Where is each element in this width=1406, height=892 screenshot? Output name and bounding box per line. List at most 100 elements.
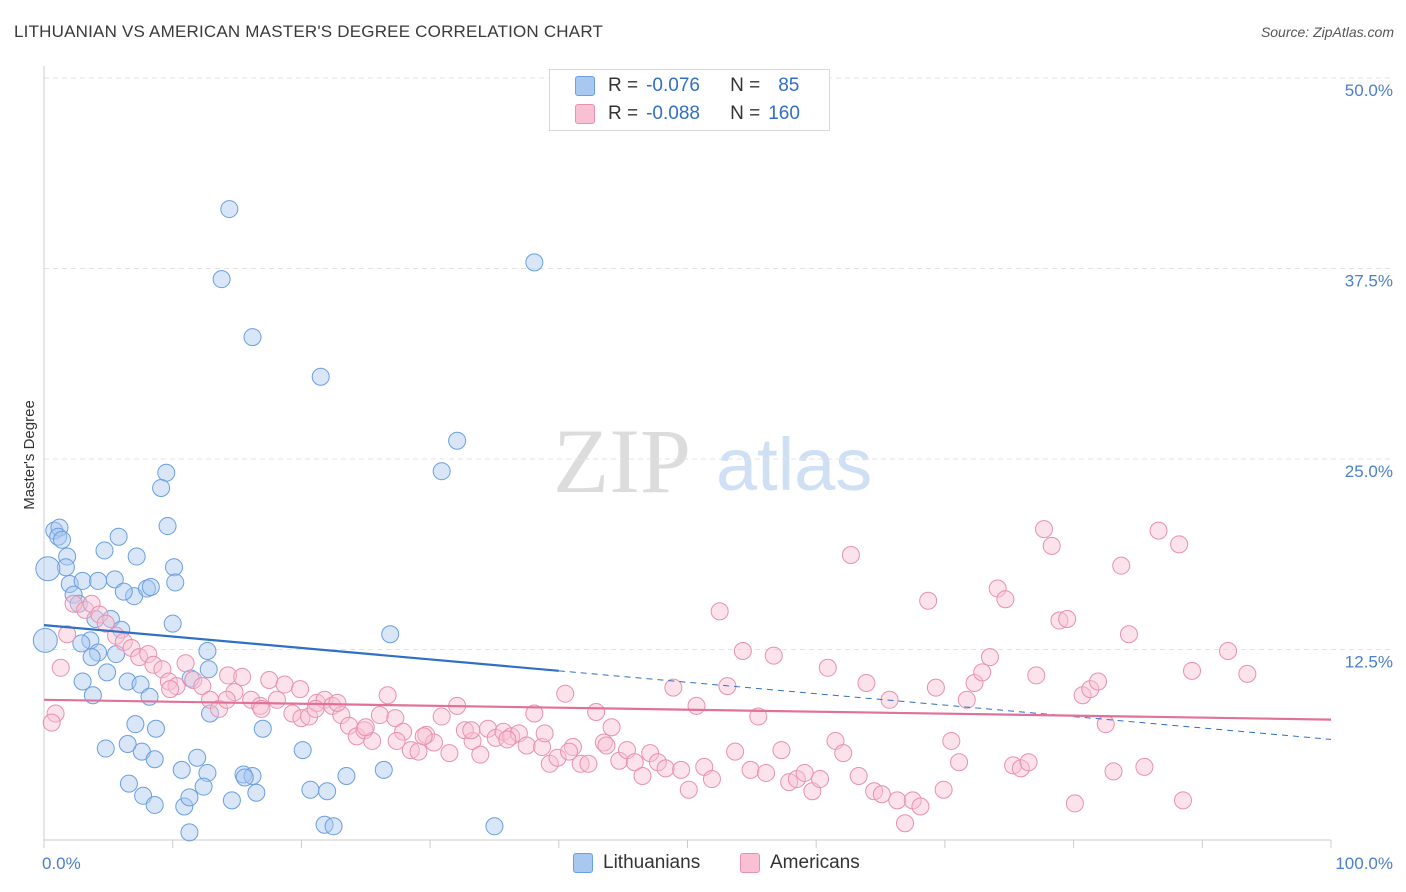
chart-title: LITHUANIAN VS AMERICAN MASTER'S DEGREE C… bbox=[14, 22, 604, 41]
lithuanian-point bbox=[381, 625, 400, 644]
american-point bbox=[517, 736, 536, 755]
american-point bbox=[42, 713, 61, 732]
american-point bbox=[498, 730, 517, 749]
american-point bbox=[980, 648, 999, 667]
lithuanian-point bbox=[301, 780, 320, 799]
american-point bbox=[184, 670, 203, 689]
american-point bbox=[471, 745, 490, 764]
american-point bbox=[749, 707, 768, 726]
y-tick-label: 37.5% bbox=[1345, 272, 1393, 291]
lithuanian-point bbox=[198, 763, 217, 782]
lithuanian-point bbox=[166, 573, 185, 592]
american-point bbox=[625, 753, 644, 772]
american-point bbox=[710, 602, 729, 621]
american-point bbox=[210, 699, 229, 718]
american-point bbox=[872, 785, 891, 804]
american-point bbox=[300, 707, 319, 726]
american-point bbox=[834, 744, 853, 763]
lithuanian-point bbox=[109, 527, 128, 546]
american-point bbox=[757, 763, 776, 782]
american-point bbox=[726, 742, 745, 761]
n-value: 85 bbox=[778, 75, 800, 96]
lithuanian-point bbox=[234, 765, 253, 784]
american-point bbox=[139, 645, 158, 664]
american-point bbox=[251, 696, 270, 715]
legend-item-americans: Americans bbox=[740, 852, 860, 874]
american-point bbox=[849, 766, 868, 785]
american-point bbox=[818, 658, 837, 677]
n-label: N = bbox=[730, 103, 761, 124]
lithuanian-point bbox=[119, 774, 138, 793]
american-point bbox=[764, 646, 783, 665]
lithuanian-point bbox=[432, 462, 451, 481]
american-point bbox=[950, 753, 969, 772]
american-point bbox=[370, 706, 389, 725]
r-label: R = bbox=[608, 75, 639, 96]
american-point bbox=[857, 674, 876, 693]
american-point bbox=[733, 642, 752, 661]
american-point bbox=[1050, 611, 1069, 630]
american-point bbox=[1081, 680, 1100, 699]
lithuanian-point bbox=[247, 783, 266, 802]
series-americans bbox=[42, 520, 1257, 833]
legend-swatch-americans bbox=[575, 104, 595, 124]
american-point bbox=[1135, 757, 1154, 776]
american-point bbox=[219, 666, 238, 685]
lithuanian-point bbox=[235, 768, 254, 787]
lithuanian-point bbox=[220, 200, 239, 219]
lithuanian-point bbox=[198, 642, 217, 661]
legend-swatch bbox=[740, 853, 760, 873]
lithuanian-trend-line bbox=[43, 624, 559, 672]
lithuanian-point bbox=[140, 687, 159, 706]
lithuanian-point bbox=[95, 541, 114, 560]
american-trend-line bbox=[43, 698, 1332, 721]
american-point bbox=[602, 718, 621, 737]
american-point bbox=[597, 736, 616, 755]
lithuanian-point bbox=[126, 715, 145, 734]
american-point bbox=[888, 791, 907, 810]
american-point bbox=[387, 731, 406, 750]
x-tick-label: 0.0% bbox=[42, 854, 81, 873]
lithuanian-point bbox=[152, 478, 171, 497]
lithuanian-point bbox=[194, 777, 213, 796]
lithuanian-point bbox=[164, 558, 183, 577]
american-point bbox=[664, 678, 683, 697]
american-point bbox=[926, 678, 945, 697]
lithuanian-trend-extension bbox=[558, 670, 1332, 740]
gridlines bbox=[44, 77, 1392, 650]
american-point bbox=[1183, 661, 1202, 680]
american-point bbox=[462, 721, 481, 740]
legend-item-lithuanians: Lithuanians bbox=[573, 852, 700, 874]
lithuanian-point bbox=[145, 795, 164, 814]
american-point bbox=[919, 591, 938, 610]
american-point bbox=[571, 754, 590, 773]
y-tick-label: 50.0% bbox=[1345, 81, 1393, 100]
american-point bbox=[594, 733, 613, 752]
american-point bbox=[772, 741, 791, 760]
american-point bbox=[1096, 715, 1115, 734]
american-point bbox=[811, 770, 830, 789]
lithuanian-point bbox=[98, 663, 117, 682]
american-point bbox=[58, 625, 77, 644]
lithuanian-point bbox=[253, 719, 272, 738]
american-point bbox=[378, 686, 397, 705]
lithuanian-point bbox=[293, 741, 312, 760]
axes bbox=[43, 66, 1332, 848]
legend-swatch-lithuanians bbox=[575, 76, 595, 96]
stats-legend: R = -0.076 N = 85 R = -0.088 N = 160 bbox=[549, 69, 830, 131]
lithuanian-point bbox=[73, 672, 92, 691]
american-point bbox=[144, 655, 163, 674]
lithuanian-point bbox=[180, 823, 199, 842]
american-point bbox=[96, 614, 115, 633]
american-point bbox=[641, 744, 660, 763]
american-point bbox=[587, 702, 606, 721]
american-point bbox=[973, 663, 992, 682]
american-point bbox=[356, 718, 375, 737]
watermark-zip: ZIP bbox=[553, 410, 691, 512]
lithuanian-point bbox=[337, 766, 356, 785]
lithuanian-point bbox=[315, 815, 334, 834]
lithuanian-point bbox=[96, 739, 115, 758]
american-point bbox=[432, 707, 451, 726]
trend-lines bbox=[43, 624, 1332, 740]
